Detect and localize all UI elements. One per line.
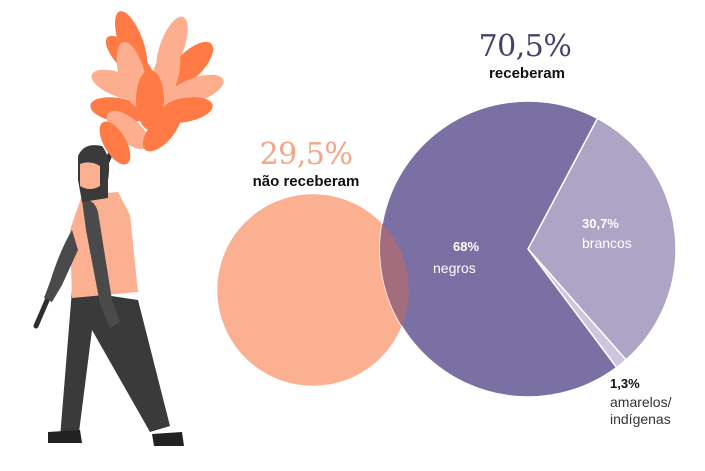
received-label: receberam bbox=[489, 65, 565, 82]
not-received-label: não receberam bbox=[253, 173, 360, 190]
slice-negros-label: negros bbox=[433, 260, 476, 276]
person-carrying-feather-duster-illustration bbox=[33, 11, 224, 446]
slice-negros-pct-label: 68% bbox=[453, 239, 479, 254]
received-pct-label: 70,5% bbox=[479, 29, 572, 64]
not-received-pct-label: 29,5% bbox=[260, 137, 353, 172]
slice-amarelos-label-line1: amarelos/ bbox=[610, 394, 672, 410]
circle-overlap-region bbox=[380, 223, 409, 327]
chart-area bbox=[217, 100, 677, 398]
slice-brancos-label: brancos bbox=[582, 235, 632, 251]
circle-nao-receberam bbox=[217, 194, 409, 386]
circle-receberam bbox=[379, 100, 677, 398]
slice-amarelos-label-line2: indígenas bbox=[610, 411, 671, 427]
slice-brancos bbox=[527, 117, 677, 361]
slice-brancos-pct-label: 30,7% bbox=[582, 216, 619, 231]
slice-amarelos-pct-label: 1,3% bbox=[610, 376, 640, 391]
